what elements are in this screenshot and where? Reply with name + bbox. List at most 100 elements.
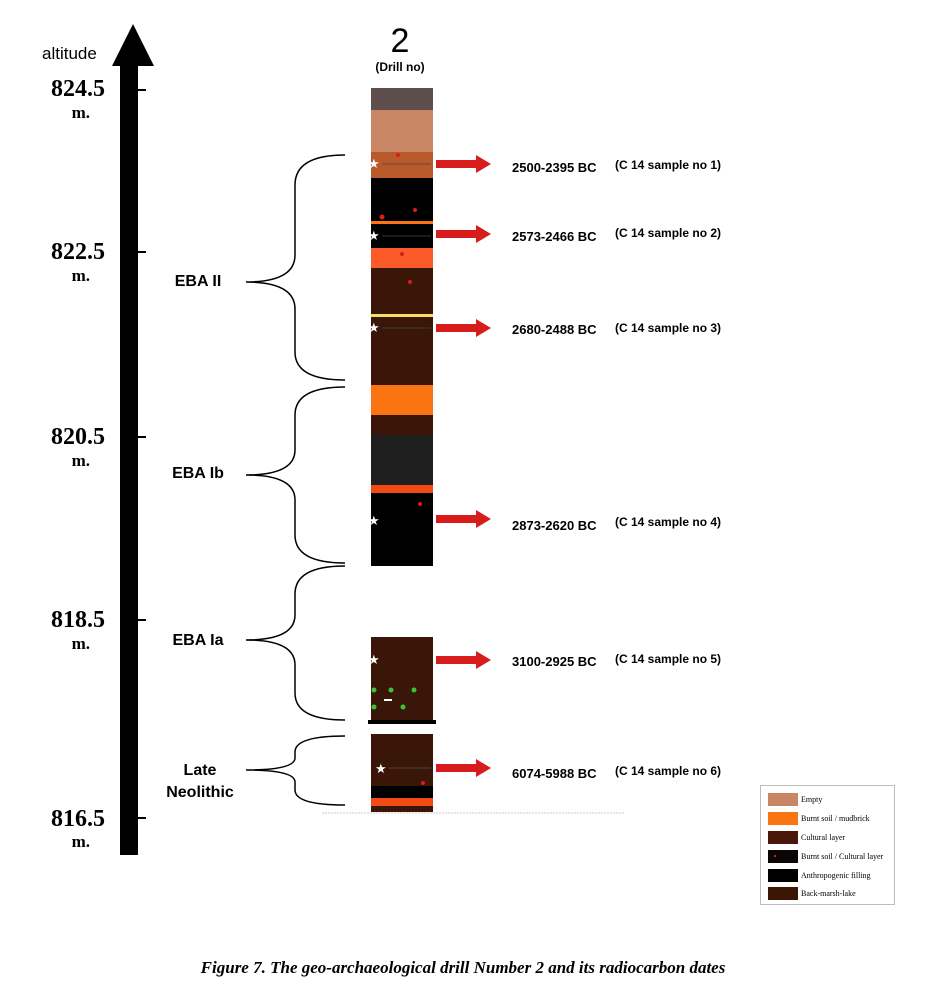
legend-label: Cultural layer <box>801 833 846 842</box>
layer-back-marsh <box>371 734 433 786</box>
brace-eba-ii <box>245 154 346 381</box>
inclusion-dot <box>379 214 385 220</box>
period-label-eba-ib: EBA Ib <box>172 465 224 482</box>
altitude-label-816-5: 816.5 <box>51 806 105 832</box>
period-label-eba-ia: EBA Ia <box>172 632 224 649</box>
sample-label-3: (C 14 sample no 3) <box>615 321 722 335</box>
legend-label: Back-marsh-lake <box>801 889 856 898</box>
legend-item: Anthropogenic filling <box>768 869 871 882</box>
date-label-5: 3100-2925 BC <box>512 654 597 669</box>
legend-swatch <box>768 869 798 882</box>
altitude-unit: m. <box>71 832 90 851</box>
figure-caption: Figure 7. The geo-archaeological drill N… <box>200 958 726 977</box>
altitude-unit: m. <box>71 451 90 470</box>
inclusion-dot <box>413 208 417 212</box>
layer-cultural <box>371 415 433 435</box>
drill-subtitle: (Drill no) <box>375 60 425 74</box>
legend-swatch <box>768 831 798 844</box>
legend-item: Cultural layer <box>768 831 845 844</box>
altitude-unit: m. <box>71 103 90 122</box>
sample-star-icon: ★ <box>368 321 380 336</box>
arrow-icon <box>436 225 491 243</box>
layer-black-band <box>368 720 436 724</box>
layer-burnt-mudbrick <box>371 385 433 415</box>
legend-label: Empty <box>801 795 823 804</box>
layer-burnt-mudbrick <box>371 798 433 806</box>
brace-late-neolithic <box>245 735 346 806</box>
legend: Empty Burnt soil / mudbrick Cultural lay… <box>760 785 895 905</box>
sample-star-icon: ★ <box>368 229 380 244</box>
inclusion-dot <box>421 781 425 785</box>
legend-swatch <box>768 793 798 806</box>
layer-burnt-mudbrick <box>371 485 433 493</box>
altitude-label-824-5: 824.5 <box>51 76 105 102</box>
layer-burnt-cultural <box>371 493 433 566</box>
altitude-unit: m. <box>71 266 90 285</box>
sample-label-2: (C 14 sample no 2) <box>615 226 722 240</box>
drill-number: 2 <box>390 22 410 60</box>
date-label-2: 2573-2466 BC <box>512 229 597 244</box>
axis-title: altitude <box>42 44 97 63</box>
period-label-eba-ii: EBA II <box>174 273 222 290</box>
layer-burnt-mudbrick <box>371 248 433 268</box>
arrow-icon <box>436 319 491 337</box>
layer-top-cap <box>371 88 433 110</box>
axis-shaft <box>120 62 138 855</box>
layer-anthropogenic <box>371 786 433 798</box>
date-label-6: 6074-5988 BC <box>512 766 597 781</box>
brace-eba-ia <box>245 565 346 721</box>
legend-swatch <box>768 812 798 825</box>
period-label-late-neolithic: Late Neolithic <box>166 762 234 801</box>
altitude-label-818-5: 818.5 <box>51 607 105 633</box>
layer-cultural <box>371 152 433 178</box>
sample-star-icon: ★ <box>368 157 380 172</box>
arrow-icon <box>436 759 491 777</box>
altitude-label-822-5: 822.5 <box>51 239 105 265</box>
legend-label: Burnt soil / mudbrick <box>801 814 870 823</box>
arrow-icon <box>436 651 491 669</box>
inclusion-dot <box>396 153 400 157</box>
sample-star-icon: ★ <box>368 653 380 668</box>
inclusion-dash <box>384 699 392 701</box>
legend-swatch <box>768 887 798 900</box>
inclusion-dot <box>418 502 422 506</box>
layer-base <box>371 806 433 812</box>
legend-item: Burnt soil / Cultural layer <box>768 850 883 863</box>
inclusion-dot-green <box>371 687 377 693</box>
inclusion-dot <box>400 252 404 256</box>
sample-label-5: (C 14 sample no 5) <box>615 652 722 666</box>
inclusion-dot-green <box>411 687 417 693</box>
layer-dark-grey <box>371 435 433 485</box>
sample-label-1: (C 14 sample no 1) <box>615 158 722 172</box>
sample-label-6: (C 14 sample no 6) <box>615 764 722 778</box>
legend-item: Empty <box>768 793 822 806</box>
brace-eba-ib <box>245 386 346 564</box>
inclusion-dot-green <box>371 704 377 710</box>
axis-arrowhead <box>112 24 154 66</box>
date-label-1: 2500-2395 BC <box>512 160 597 175</box>
date-label-3: 2680-2488 BC <box>512 322 597 337</box>
legend-item: Burnt soil / mudbrick <box>768 812 870 825</box>
legend-label: Burnt soil / Cultural layer <box>801 852 884 861</box>
inclusion-dot-green <box>400 704 406 710</box>
arrow-icon <box>436 155 491 173</box>
legend-swatch <box>768 850 798 863</box>
legend-label: Anthropogenic filling <box>801 871 871 880</box>
layer-empty <box>371 110 433 152</box>
layer-cultural <box>371 268 433 314</box>
altitude-label-820-5: 820.5 <box>51 424 105 450</box>
inclusion-dot <box>408 280 412 284</box>
legend-item: Back-marsh-lake <box>768 887 856 900</box>
sample-star-icon: ★ <box>375 762 387 777</box>
layer-burnt-mudbrick-thin <box>371 221 433 224</box>
layer-yellow-band <box>371 314 433 317</box>
date-label-4: 2873-2620 BC <box>512 518 597 533</box>
altitude-unit: m. <box>71 634 90 653</box>
sample-label-4: (C 14 sample no 4) <box>615 515 722 529</box>
sample-star-icon: ★ <box>368 514 380 529</box>
arrow-icon <box>436 510 491 528</box>
